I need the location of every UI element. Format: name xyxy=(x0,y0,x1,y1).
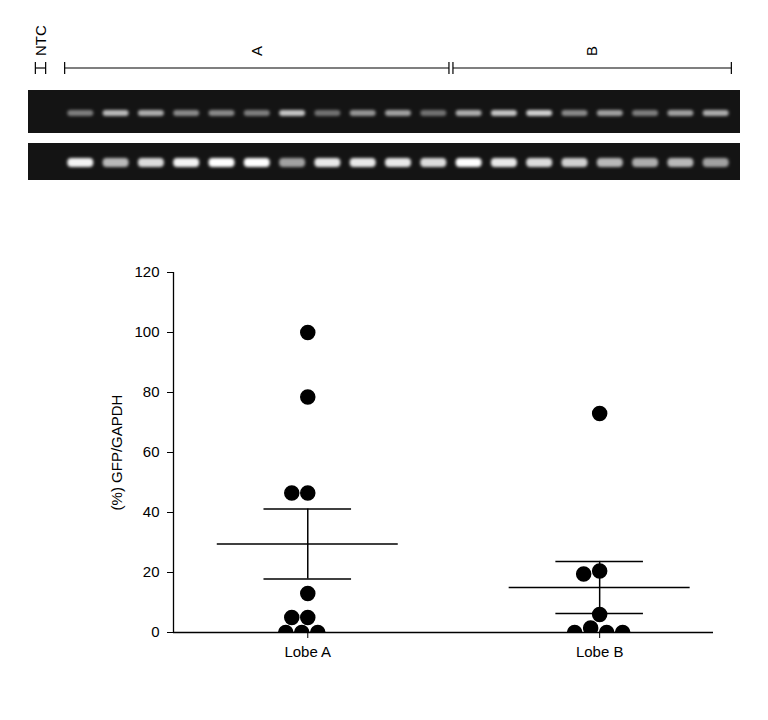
svg-text:Lobe B: Lobe B xyxy=(576,643,624,660)
svg-text:(%) GFP/GAPDH: (%) GFP/GAPDH xyxy=(108,395,125,511)
svg-text:120: 120 xyxy=(134,263,159,280)
svg-text:100: 100 xyxy=(134,323,159,340)
svg-text:20: 20 xyxy=(143,563,160,580)
svg-text:Lobe A: Lobe A xyxy=(284,643,331,660)
svg-text:60: 60 xyxy=(143,443,160,460)
svg-text:B: B xyxy=(583,46,600,56)
svg-text:NTC: NTC xyxy=(32,25,49,56)
svg-text:0: 0 xyxy=(151,623,159,640)
svg-text:80: 80 xyxy=(143,383,160,400)
svg-text:40: 40 xyxy=(143,503,160,520)
svg-text:A: A xyxy=(248,46,265,56)
